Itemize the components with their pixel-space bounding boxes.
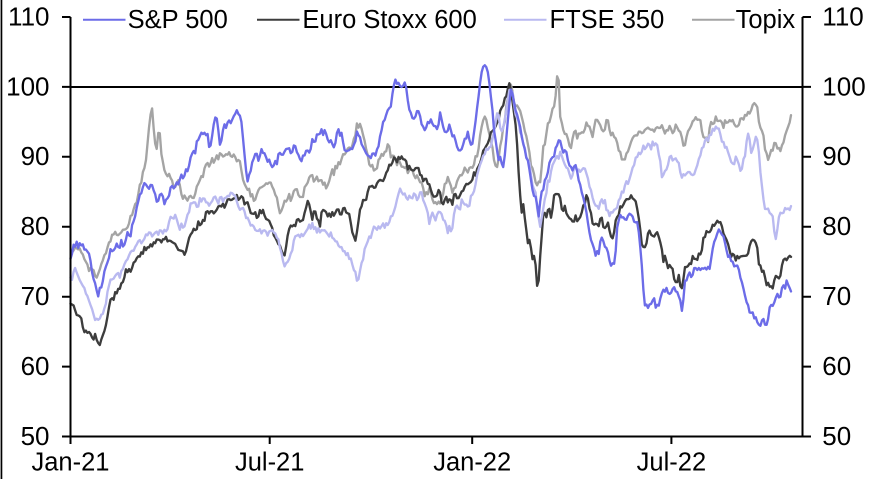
svg-text:60: 60 <box>822 351 851 381</box>
svg-text:70: 70 <box>822 281 851 311</box>
svg-text:Topix: Topix <box>736 6 796 34</box>
svg-text:Jan-21: Jan-21 <box>32 449 110 477</box>
svg-text:100: 100 <box>822 71 865 101</box>
svg-text:70: 70 <box>21 281 50 311</box>
svg-text:110: 110 <box>8 1 49 31</box>
svg-text:Jul-21: Jul-21 <box>235 449 304 477</box>
svg-text:100: 100 <box>6 71 49 101</box>
svg-text:Euro Stoxx 600: Euro Stoxx 600 <box>302 6 476 34</box>
svg-text:FTSE 350: FTSE 350 <box>550 6 665 34</box>
svg-text:90: 90 <box>21 141 50 171</box>
svg-text:110: 110 <box>822 1 863 31</box>
svg-text:50: 50 <box>21 421 50 451</box>
svg-text:S&P 500: S&P 500 <box>128 6 228 34</box>
svg-text:80: 80 <box>21 211 50 241</box>
svg-text:50: 50 <box>822 421 851 451</box>
svg-text:Jul-22: Jul-22 <box>637 449 706 477</box>
svg-text:60: 60 <box>21 351 50 381</box>
svg-text:90: 90 <box>822 141 851 171</box>
svg-text:Jan-22: Jan-22 <box>433 449 511 477</box>
svg-text:80: 80 <box>822 211 851 241</box>
